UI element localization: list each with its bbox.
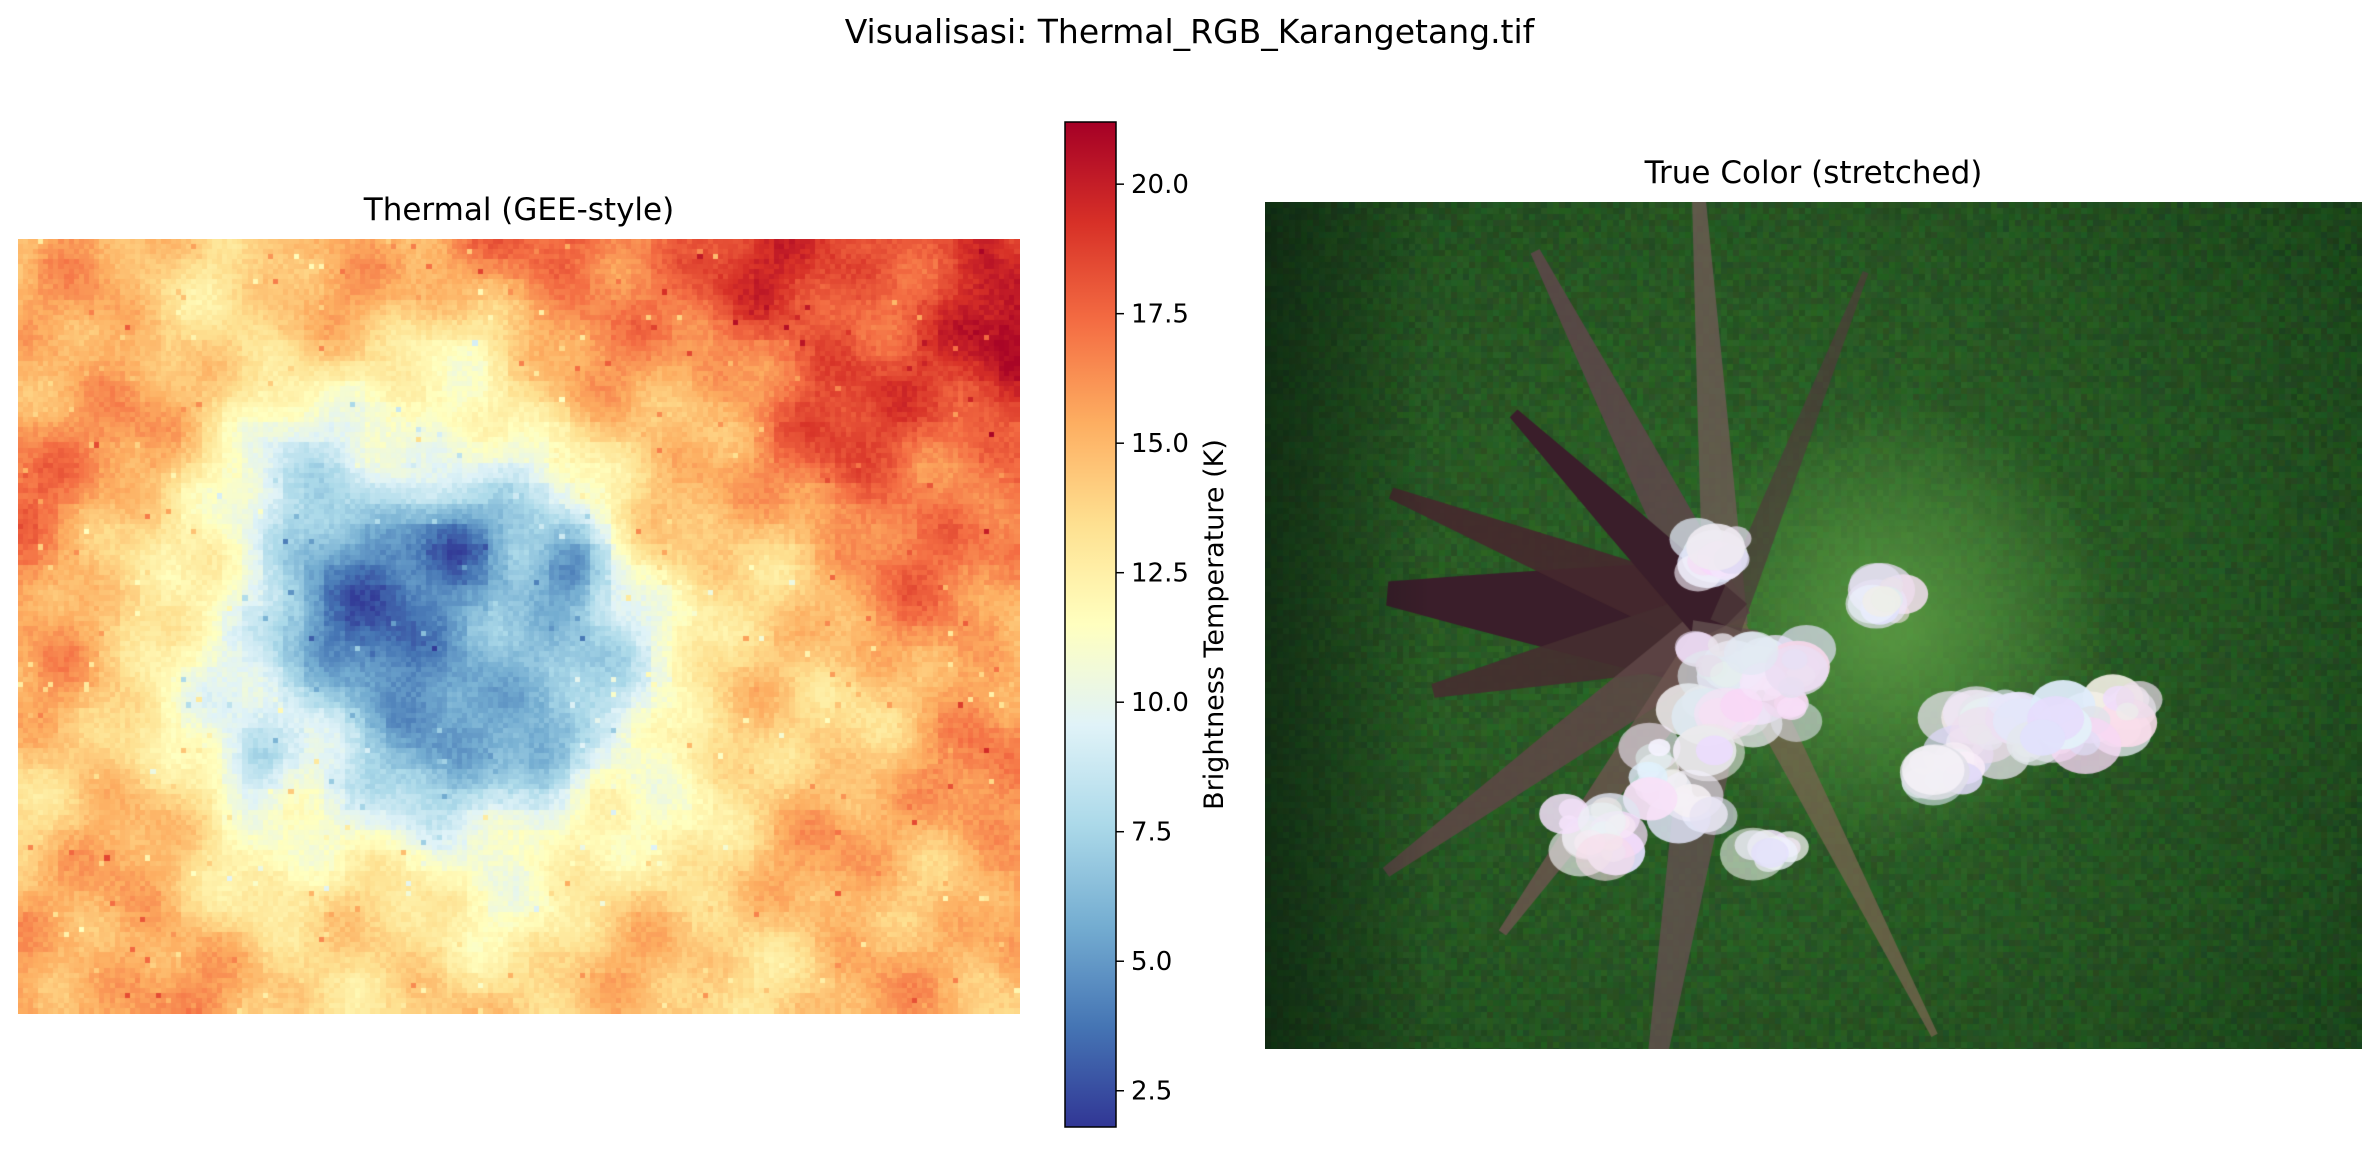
colorbar-tick-label: 2.5 — [1131, 1077, 1172, 1107]
thermal-heatmap — [18, 239, 1020, 1014]
colorbar-tick-label: 5.0 — [1131, 947, 1172, 977]
colorbar-tick-label: 15.0 — [1131, 429, 1189, 459]
colorbar-tick-label: 7.5 — [1131, 818, 1172, 848]
colorbar-tick-label: 10.0 — [1131, 688, 1189, 718]
true-color-image — [1265, 202, 2362, 1049]
figure-suptitle: Visualisasi: Thermal_RGB_Karangetang.tif — [844, 12, 1535, 51]
colorbar-tick-label: 17.5 — [1131, 300, 1189, 330]
colorbar-gradient — [1064, 121, 1117, 1128]
true-color-panel-title: True Color (stretched) — [1644, 155, 1983, 191]
colorbar-tick-label: 12.5 — [1131, 559, 1189, 589]
colorbar-label: Brightness Temperature (K) — [1199, 439, 1230, 810]
thermal-panel-title: Thermal (GEE-style) — [363, 192, 675, 228]
colorbar-tick-label: 20.0 — [1131, 170, 1189, 200]
colorbar: 2.5 5.0 7.5 10.0 12.5 15.0 17.5 20.0 Brightness … — [1064, 121, 1230, 1128]
